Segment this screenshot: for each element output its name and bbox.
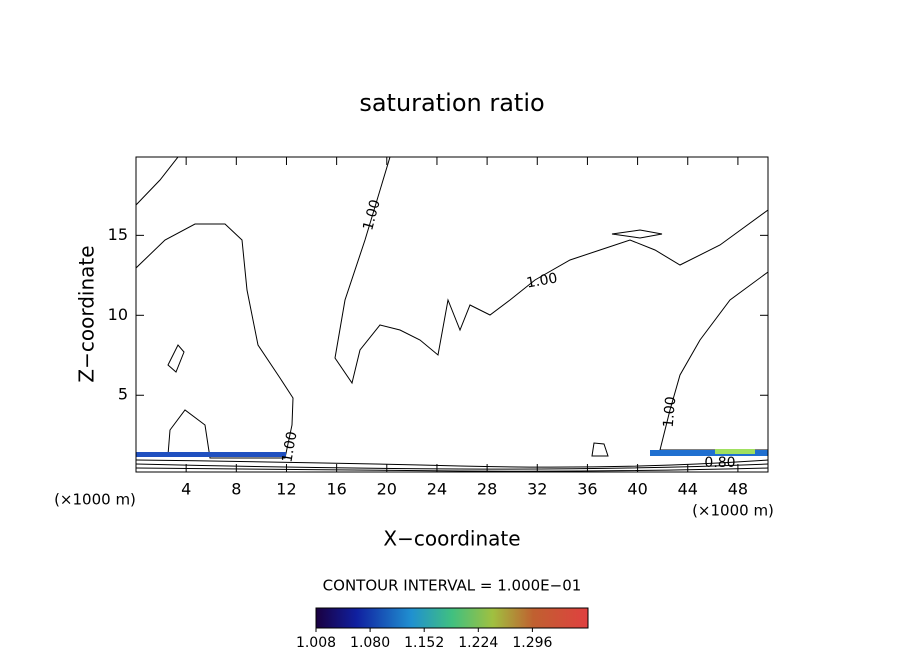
contour-label: 1.00 (279, 430, 300, 463)
colorbar-tick-label: 1.152 (404, 635, 444, 651)
x-tick-label: 28 (477, 480, 497, 499)
contour-label: 1.00 (360, 198, 384, 232)
colorbar (315, 607, 589, 629)
region (136, 157, 179, 206)
colorbar-tick-label: 1.080 (350, 635, 390, 651)
band (650, 450, 768, 456)
x-tick-label: 20 (377, 480, 397, 499)
contour-line (136, 459, 768, 468)
x-tick-label: 36 (577, 480, 597, 499)
x-tick-label: 44 (678, 480, 698, 499)
band (136, 452, 286, 457)
contour-label: 1.00 (525, 270, 558, 291)
colorbar-tick-label: 1.296 (512, 635, 552, 651)
contour-label: 1.00 (661, 396, 680, 428)
x-tick-label: 12 (276, 480, 296, 499)
contour-label: 0.80 (704, 455, 735, 471)
y-tick-label: 10 (108, 305, 128, 324)
x-tick-label: 40 (627, 480, 647, 499)
band (715, 449, 755, 454)
colorbar-tick-label: 1.008 (296, 635, 336, 651)
colorbar-tick-label: 1.224 (458, 635, 498, 651)
y-tick-label: 5 (118, 385, 128, 404)
y-tick-label: 15 (108, 225, 128, 244)
x-tick-label: 8 (231, 480, 241, 499)
hole (611, 229, 663, 239)
x-tick-label: 16 (326, 480, 346, 499)
region (591, 442, 609, 457)
y-unit: (×1000 m) (54, 491, 136, 509)
x-tick-label: 32 (527, 480, 547, 499)
region (136, 223, 294, 459)
x-tick-label: 48 (728, 480, 748, 499)
x-tick-label: 4 (181, 480, 191, 499)
x-unit: (×1000 m) (692, 502, 774, 520)
y-axis-label: Z−coordinate (75, 245, 99, 382)
contour-interval: CONTOUR INTERVAL = 1.000E−01 (323, 577, 582, 595)
region (334, 157, 768, 385)
x-axis-label: X−coordinate (383, 527, 520, 551)
hole (167, 344, 185, 373)
chart-title: saturation ratio (359, 89, 544, 117)
x-tick-label: 24 (427, 480, 447, 499)
plot-frame (135, 156, 769, 473)
